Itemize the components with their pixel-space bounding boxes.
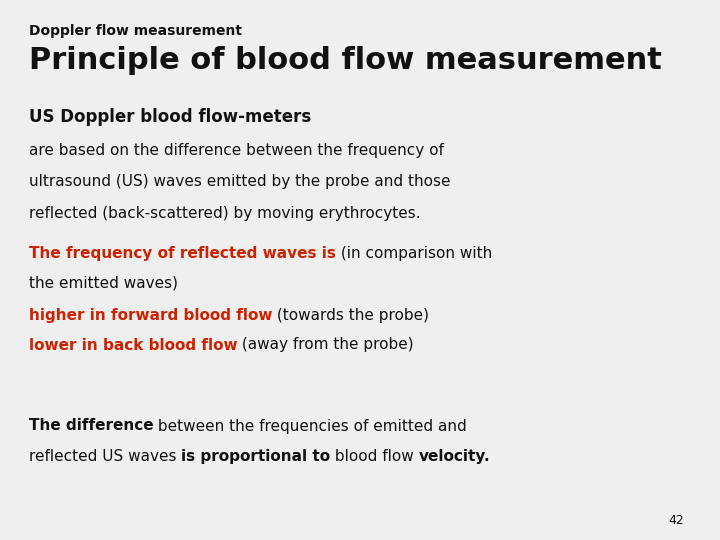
Text: between the frequencies of emitted and: between the frequencies of emitted and (153, 418, 467, 434)
Text: velocity.: velocity. (419, 449, 490, 464)
Text: lower in back blood flow: lower in back blood flow (29, 338, 238, 353)
Text: Doppler flow measurement: Doppler flow measurement (29, 24, 242, 38)
Text: (towards the probe): (towards the probe) (272, 308, 429, 323)
Text: US Doppler blood flow-meters: US Doppler blood flow-meters (29, 108, 311, 126)
Text: reflected US waves: reflected US waves (29, 449, 181, 464)
Text: blood flow: blood flow (330, 449, 419, 464)
Text: The frequency of reflected waves is: The frequency of reflected waves is (29, 246, 336, 261)
Text: higher in forward blood flow: higher in forward blood flow (29, 308, 272, 323)
Text: Principle of blood flow measurement: Principle of blood flow measurement (29, 46, 662, 75)
Text: (away from the probe): (away from the probe) (238, 338, 414, 353)
Text: ultrasound (US) waves emitted by the probe and those: ultrasound (US) waves emitted by the pro… (29, 174, 450, 190)
Text: is proportional to: is proportional to (181, 449, 330, 464)
Text: The difference: The difference (29, 418, 153, 434)
Text: reflected (back-scattered) by moving erythrocytes.: reflected (back-scattered) by moving ery… (29, 206, 420, 221)
Text: the emitted waves): the emitted waves) (29, 275, 178, 291)
Text: 42: 42 (668, 514, 684, 526)
Text: are based on the difference between the frequency of: are based on the difference between the … (29, 143, 444, 158)
Text: (in comparison with: (in comparison with (336, 246, 492, 261)
